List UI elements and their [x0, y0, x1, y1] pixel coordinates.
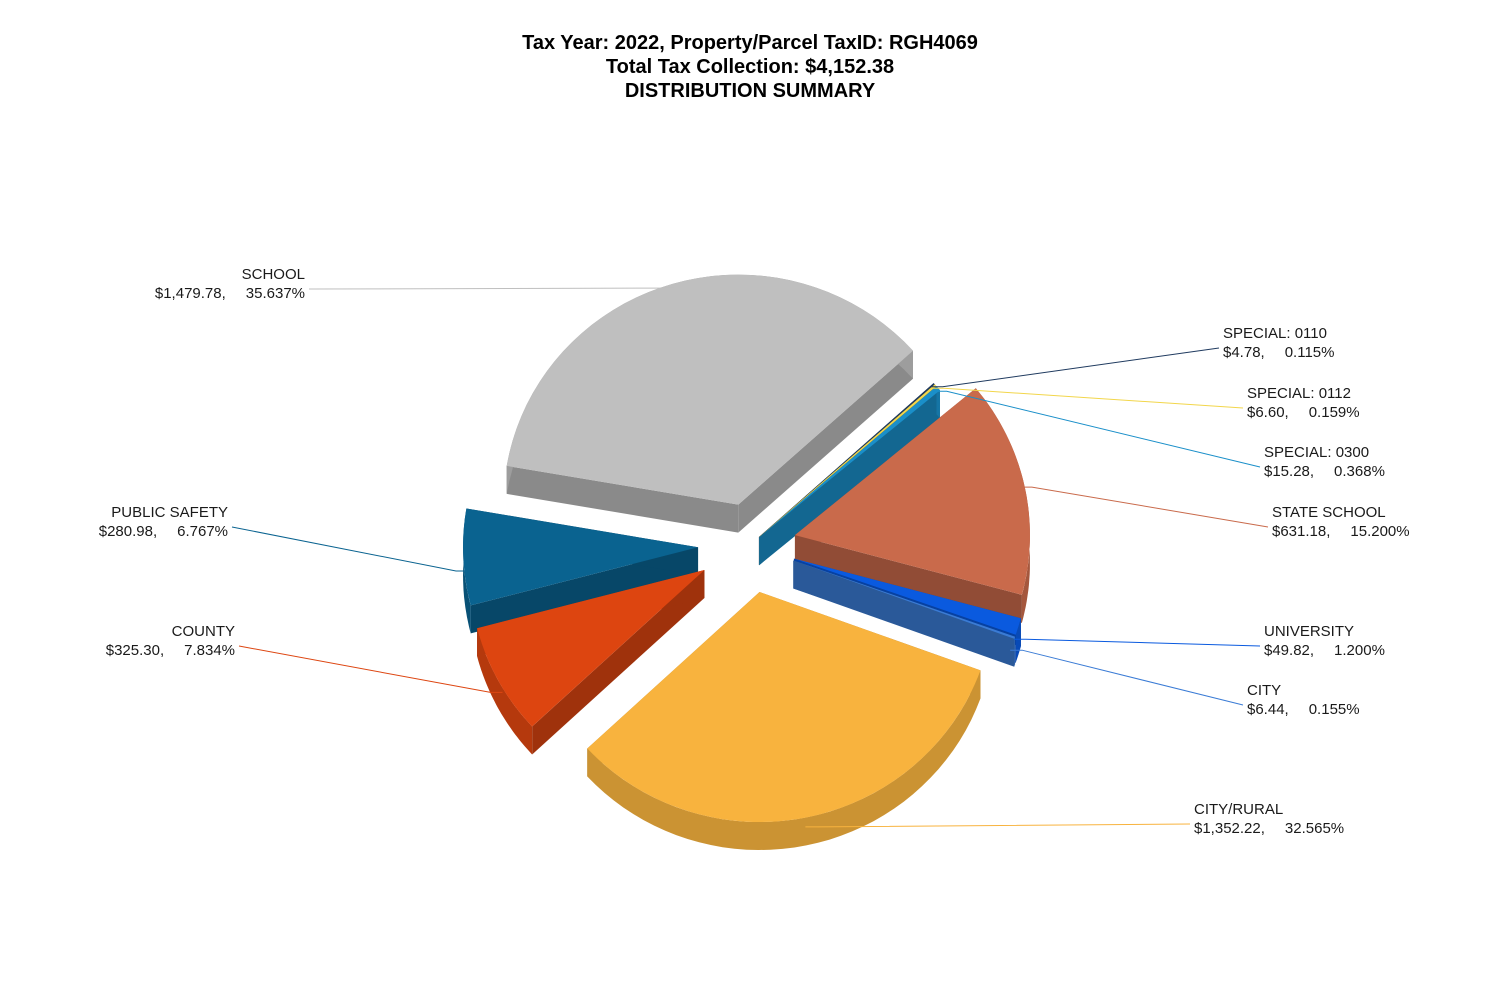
- slice-wall-end-city: [793, 560, 1015, 667]
- slice-rim-city: [1014, 636, 1015, 667]
- slice-percent-special-0300: 0.368%: [1334, 463, 1385, 480]
- slice-amount-special-0112: $6.60,: [1247, 404, 1289, 421]
- slice-top-special-0110: [758, 383, 935, 538]
- slice-label-values-city: $6.44, 0.155%: [1247, 701, 1360, 718]
- slice-rim-city-rural: [587, 670, 981, 850]
- slice-wall-start-county: [532, 570, 705, 755]
- slice-label-values-school: $1,479.78, 35.637%: [155, 285, 305, 302]
- slice-label-values-city-rural: $1,352.22, 32.565%: [1194, 820, 1344, 837]
- slice-rim-county: [477, 628, 533, 755]
- leader-line-state-school: [1019, 486, 1269, 528]
- slice-county: [477, 570, 705, 755]
- slice-label-values-special-0112: $6.60, 0.159%: [1247, 404, 1360, 421]
- slice-top-state-school: [794, 388, 1030, 595]
- leader-line-special-0112: [932, 387, 1244, 409]
- slice-percent-special-0112: 0.159%: [1309, 404, 1360, 421]
- slice-percent-public-safety: 6.767%: [177, 523, 228, 540]
- slice-amount-school: $1,479.78,: [155, 285, 226, 302]
- slice-amount-city: $6.44,: [1247, 701, 1289, 718]
- slice-label-name-special-0112: SPECIAL: 0112: [1247, 385, 1351, 402]
- title-line-2: Total Tax Collection: $4,152.38: [606, 56, 894, 78]
- slice-percent-university: 1.200%: [1334, 642, 1385, 659]
- slice-label-values-university: $49.82, 1.200%: [1264, 642, 1385, 659]
- slice-percent-city-rural: 32.565%: [1285, 820, 1344, 837]
- leader-line-city: [1010, 649, 1244, 706]
- slice-label-name-special-0110: SPECIAL: 0110: [1223, 325, 1327, 342]
- slice-label-name-state-school: STATE SCHOOL: [1272, 504, 1386, 521]
- slice-top-school: [506, 274, 913, 505]
- slice-city: [793, 560, 1016, 667]
- slice-rim-university: [1015, 618, 1021, 663]
- slice-label-name-city-rural: CITY/RURAL: [1194, 801, 1283, 818]
- slice-school: [506, 274, 913, 533]
- slice-wall-end-state-school: [794, 535, 1022, 623]
- title-line-1: Tax Year: 2022, Property/Parcel TaxID: R…: [522, 32, 978, 54]
- slice-rim-special-0300: [936, 386, 940, 419]
- slice-amount-county: $325.30,: [106, 642, 164, 659]
- slice-amount-special-0110: $4.78,: [1223, 344, 1265, 361]
- slice-top-special-0112: [759, 384, 937, 538]
- chart-title: Tax Year: 2022, Property/Parcel TaxID: R…: [522, 32, 978, 102]
- slice-top-public-safety: [463, 508, 699, 606]
- slice-amount-public-safety: $280.98,: [99, 523, 157, 540]
- slice-label-name-public-safety: PUBLIC SAFETY: [111, 504, 228, 521]
- slice-top-university: [793, 558, 1021, 635]
- slice-amount-city-rural: $1,352.22,: [1194, 820, 1265, 837]
- slice-amount-special-0300: $15.28,: [1264, 463, 1314, 480]
- slice-label-name-university: UNIVERSITY: [1264, 623, 1354, 640]
- leader-line-university: [1014, 638, 1261, 647]
- slice-label-values-special-0110: $4.78, 0.115%: [1223, 344, 1334, 361]
- leader-line-public-safety: [231, 526, 468, 572]
- slice-wall-start-school: [506, 465, 739, 533]
- slice-label-name-school: SCHOOL: [242, 266, 305, 283]
- slice-top-city: [793, 560, 1015, 639]
- title-line-3: DISTRIBUTION SUMMARY: [625, 80, 876, 102]
- leader-line-city-rural: [805, 823, 1191, 828]
- slice-amount-state-school: $631.18,: [1272, 523, 1330, 540]
- slice-public-safety: [463, 508, 699, 634]
- slice-label-name-city: CITY: [1247, 682, 1281, 699]
- slice-wall-end-special-0300: [759, 390, 940, 566]
- slice-labels: SPECIAL: 0110 $4.78, 0.115% SPECIAL: 0112 $6…: [99, 266, 1410, 837]
- pie-slices: [463, 274, 1030, 850]
- slice-wall-start-public-safety: [470, 547, 699, 634]
- slice-label-name-county: COUNTY: [172, 623, 235, 640]
- slice-state-school: [794, 388, 1030, 623]
- slice-top-county: [477, 570, 705, 727]
- slice-top-special-0300: [759, 386, 940, 538]
- slice-label-name-special-0300: SPECIAL: 0300: [1264, 444, 1369, 461]
- leader-lines: [231, 287, 1269, 828]
- slice-label-values-public-safety: $280.98, 6.767%: [99, 523, 228, 540]
- slice-label-values-special-0300: $15.28, 0.368%: [1264, 463, 1385, 480]
- slice-percent-county: 7.834%: [184, 642, 235, 659]
- slice-wall-end-school: [738, 350, 913, 533]
- slice-percent-school: 35.637%: [246, 285, 305, 302]
- slice-percent-city: 0.155%: [1309, 701, 1360, 718]
- leader-line-special-0300: [934, 390, 1261, 468]
- leader-line-special-0110: [930, 347, 1220, 388]
- slice-city-rural: [587, 592, 981, 850]
- slice-label-values-state-school: $631.18, 15.200%: [1272, 523, 1410, 540]
- slice-label-values-county: $325.30, 7.834%: [106, 642, 235, 659]
- slice-percent-state-school: 15.200%: [1350, 523, 1409, 540]
- slice-percent-special-0110: 0.115%: [1285, 344, 1335, 361]
- slice-amount-university: $49.82,: [1264, 642, 1314, 659]
- slice-top-city-rural: [587, 592, 981, 823]
- slice-special-0300: [759, 386, 940, 566]
- leader-line-county: [238, 645, 503, 693]
- leader-line-school: [308, 287, 675, 290]
